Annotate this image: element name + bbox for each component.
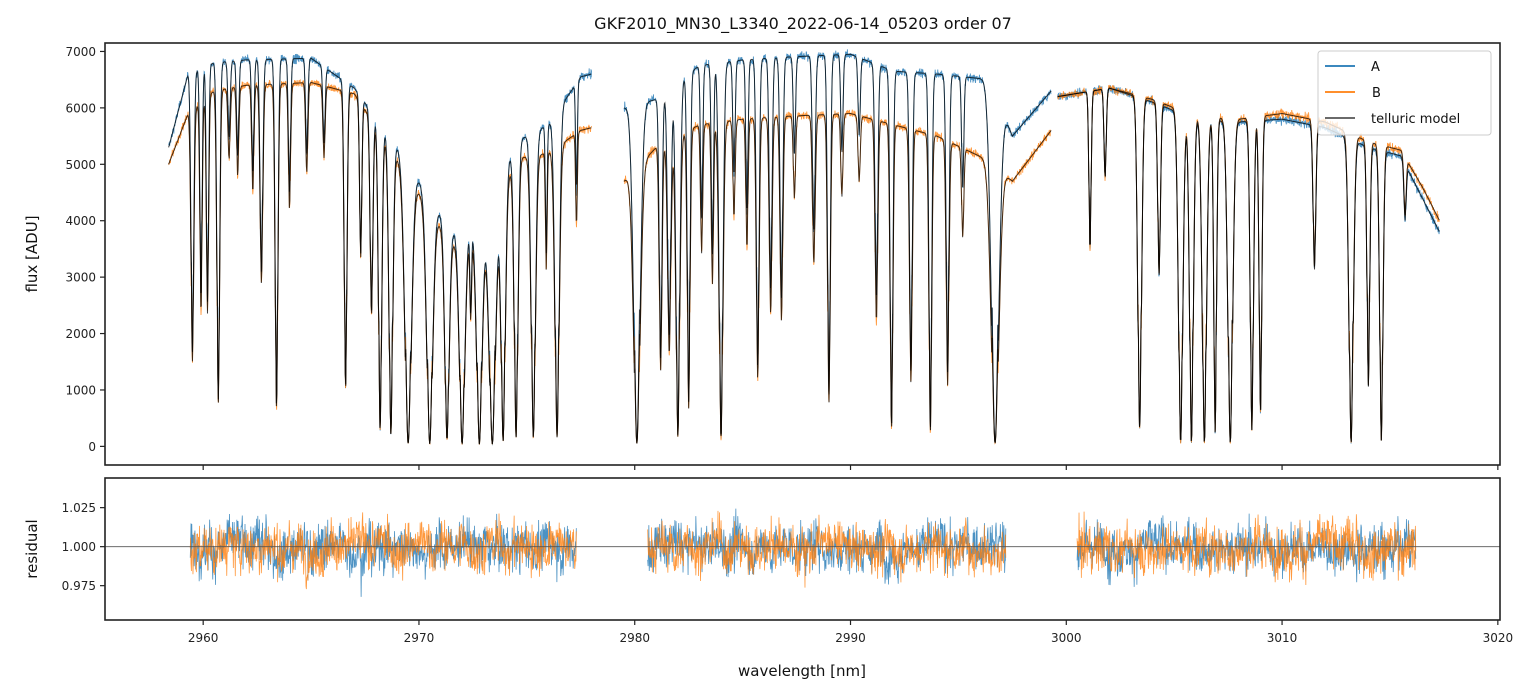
series-b-segment <box>623 109 1052 445</box>
flux-axes-frame <box>104 42 1501 466</box>
x-tick-label: 3020 <box>1483 631 1514 645</box>
x-axis-label: wavelength [nm] <box>738 662 866 680</box>
telluric-model-b-segment <box>1057 87 1440 442</box>
flux-y-tick-label: 1000 <box>65 383 96 397</box>
series-b-segment <box>168 78 592 445</box>
flux-x-ticks <box>202 465 1499 470</box>
telluric-model-b-segment <box>623 113 1052 444</box>
x-tick-label: 3010 <box>1267 631 1298 645</box>
flux-y-tick-label: 3000 <box>65 271 96 285</box>
residual-y-ticks: 0.975 1.000 1.025 <box>62 501 105 593</box>
residual-axes-frame <box>104 477 1501 621</box>
telluric-model-a-segment <box>168 57 592 445</box>
flux-y-tick-label: 5000 <box>65 158 96 172</box>
residual-b-segment <box>647 510 1007 588</box>
legend-box <box>1317 50 1492 136</box>
chart-title: GKF2010_MN30_L3340_2022-06-14_05203 orde… <box>594 14 1012 34</box>
flux-y-tick-label: 4000 <box>65 214 96 228</box>
residual-series-group <box>189 508 1417 597</box>
flux-y-tick-label: 2000 <box>65 327 96 341</box>
x-tick-label: 2970 <box>404 631 435 645</box>
flux-y-tick-label: 7000 <box>65 45 96 59</box>
x-tick-label: 2960 <box>188 631 219 645</box>
flux-panel: 0 1000 2000 3000 4000 5000 6000 7000 flux [ADU]… <box>23 42 1501 470</box>
legend-label-telluric: telluric model <box>1371 112 1460 127</box>
flux-y-tick-label: 0 <box>88 440 96 454</box>
telluric-model-a-segment <box>623 53 1052 443</box>
telluric-model-b-segment <box>168 82 592 445</box>
x-tick-label: 2980 <box>619 631 650 645</box>
flux-series-group <box>168 49 1440 446</box>
residual-y-tick-label: 1.000 <box>62 540 96 554</box>
residual-y-tick-label: 0.975 <box>62 579 96 593</box>
residual-y-tick-label: 1.025 <box>62 501 96 515</box>
legend-label-a: A <box>1371 60 1380 75</box>
x-tick-label: 3000 <box>1051 631 1082 645</box>
flux-y-ticks: 0 1000 2000 3000 4000 5000 6000 7000 <box>65 45 105 454</box>
legend: A B telluric model <box>1317 50 1492 136</box>
x-tick-label: 2990 <box>835 631 866 645</box>
series-a-segment <box>168 53 592 446</box>
residual-y-axis-label: residual <box>23 519 41 578</box>
residual-b-segment <box>1076 511 1417 585</box>
residual-x-ticks: 2960 2970 2980 2990 3000 3010 3020 <box>188 620 1513 645</box>
flux-y-tick-label: 6000 <box>65 101 96 115</box>
flux-y-axis-label: flux [ADU] <box>23 215 41 292</box>
residual-panel: 0.975 1.000 1.025 2960 2970 2980 2990 3000 3010… <box>23 477 1513 680</box>
legend-label-b: B <box>1372 86 1381 101</box>
